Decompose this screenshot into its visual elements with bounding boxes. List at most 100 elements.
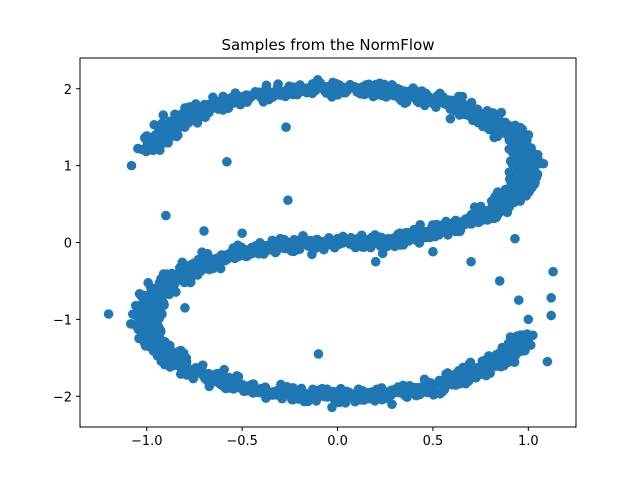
data-point bbox=[294, 244, 305, 255]
data-point bbox=[500, 344, 510, 354]
data-point bbox=[466, 97, 477, 108]
data-point bbox=[358, 394, 369, 405]
data-point bbox=[506, 179, 516, 190]
data-point bbox=[169, 274, 179, 285]
data-point bbox=[510, 233, 520, 244]
data-point bbox=[517, 164, 528, 175]
data-point bbox=[431, 93, 442, 104]
data-point bbox=[428, 246, 438, 257]
data-point bbox=[163, 350, 173, 360]
data-point bbox=[457, 91, 468, 102]
data-point bbox=[198, 370, 208, 381]
data-point bbox=[277, 393, 287, 404]
data-point bbox=[157, 118, 167, 129]
data-point bbox=[306, 86, 317, 97]
y-tick-label: 0 bbox=[64, 237, 72, 252]
data-point bbox=[178, 261, 188, 272]
data-point bbox=[294, 387, 305, 398]
data-point bbox=[401, 91, 412, 101]
data-point bbox=[165, 362, 175, 372]
data-point bbox=[140, 341, 151, 351]
data-point bbox=[517, 337, 528, 348]
data-point bbox=[150, 296, 161, 307]
data-point bbox=[504, 356, 515, 367]
data-point bbox=[542, 356, 553, 367]
data-point bbox=[348, 390, 359, 401]
data-point bbox=[381, 84, 391, 95]
data-point bbox=[176, 119, 187, 130]
data-point bbox=[144, 318, 154, 328]
data-point bbox=[506, 194, 517, 205]
data-point bbox=[132, 322, 143, 332]
data-point bbox=[511, 172, 522, 182]
data-point bbox=[394, 383, 405, 394]
data-point bbox=[165, 126, 176, 136]
data-point bbox=[281, 122, 291, 132]
data-point bbox=[370, 387, 381, 398]
y-tick-label: 2 bbox=[64, 83, 72, 98]
data-point bbox=[158, 110, 169, 120]
data-point bbox=[157, 309, 167, 319]
data-point bbox=[197, 101, 208, 112]
data-point bbox=[377, 248, 388, 259]
y-tick-label: −2 bbox=[53, 390, 72, 405]
data-point bbox=[513, 295, 524, 305]
data-point bbox=[447, 379, 457, 390]
data-point bbox=[466, 256, 476, 267]
data-point bbox=[171, 287, 181, 297]
data-point bbox=[494, 276, 505, 286]
data-point bbox=[141, 303, 151, 313]
data-point bbox=[492, 192, 503, 203]
data-point bbox=[178, 348, 189, 359]
data-point bbox=[523, 314, 534, 325]
data-point bbox=[287, 84, 297, 94]
data-point bbox=[513, 133, 524, 144]
data-point bbox=[445, 113, 456, 124]
data-point bbox=[233, 371, 244, 382]
data-point bbox=[256, 87, 267, 98]
data-point bbox=[283, 195, 293, 206]
data-point bbox=[191, 363, 202, 374]
data-point bbox=[450, 217, 461, 228]
x-tick-label: −0.5 bbox=[226, 434, 258, 449]
data-point bbox=[332, 237, 343, 248]
data-point bbox=[218, 372, 228, 382]
data-point bbox=[218, 99, 228, 109]
data-point bbox=[418, 231, 428, 241]
data-point bbox=[546, 293, 556, 303]
data-point bbox=[489, 132, 499, 143]
data-point bbox=[171, 131, 182, 142]
data-point bbox=[155, 127, 166, 137]
data-point bbox=[458, 104, 468, 115]
data-point bbox=[280, 86, 290, 97]
data-point bbox=[425, 381, 436, 392]
data-point bbox=[248, 246, 259, 256]
data-point bbox=[103, 309, 114, 319]
data-point bbox=[157, 134, 167, 144]
data-point bbox=[504, 167, 515, 177]
data-point bbox=[143, 278, 153, 288]
data-point bbox=[393, 85, 404, 96]
data-point bbox=[180, 356, 190, 367]
data-point bbox=[485, 368, 495, 378]
data-point bbox=[519, 182, 530, 193]
data-point bbox=[511, 123, 522, 133]
chart-title: Samples from the NormFlow bbox=[221, 36, 434, 54]
data-point bbox=[141, 133, 152, 144]
data-point bbox=[501, 129, 512, 139]
x-tick-label: 1.0 bbox=[518, 434, 539, 449]
data-point bbox=[370, 256, 381, 267]
data-point bbox=[233, 95, 243, 106]
data-point bbox=[205, 259, 216, 270]
data-point bbox=[176, 369, 186, 379]
data-point bbox=[230, 253, 240, 264]
data-point bbox=[327, 92, 337, 102]
y-tick-label: 1 bbox=[64, 160, 72, 175]
data-point bbox=[502, 187, 513, 197]
data-point bbox=[194, 264, 205, 275]
data-point bbox=[218, 91, 228, 102]
data-point bbox=[320, 386, 331, 397]
data-point bbox=[414, 238, 425, 248]
